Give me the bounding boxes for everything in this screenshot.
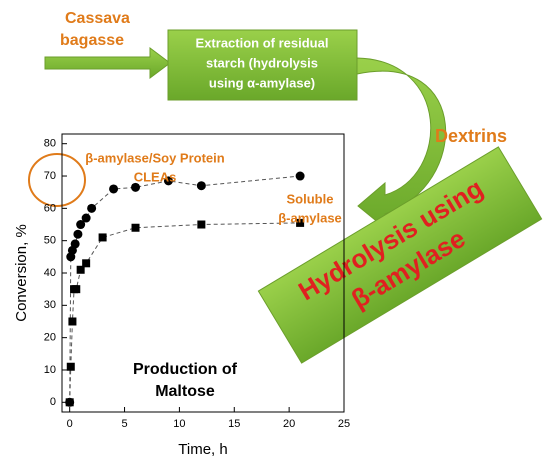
source-label: Cassava [65, 10, 130, 27]
point [295, 171, 305, 181]
point [76, 265, 85, 274]
x-tick-label: 10 [173, 418, 185, 430]
point [73, 229, 83, 239]
annotation: β-amylase/Soy Protein [85, 150, 224, 165]
source-label: bagasse [60, 32, 124, 49]
y-tick-label: 40 [44, 267, 56, 279]
x-tick-label: 20 [283, 418, 295, 430]
point [197, 220, 206, 229]
y-tick-label: 0 [50, 396, 56, 408]
step-label: starch (hydrolysis [206, 55, 318, 70]
point [131, 182, 141, 192]
point [66, 362, 75, 371]
process-box [167, 29, 358, 101]
step-label: using α-amylase) [209, 75, 315, 90]
point [296, 218, 305, 227]
y-tick-label: 80 [44, 138, 56, 150]
annotation: β-amylase [278, 210, 342, 225]
point [72, 285, 81, 294]
step-label: Extraction of residual [196, 35, 329, 50]
highlight-circle [28, 153, 86, 207]
point [98, 233, 107, 242]
arrow [44, 47, 171, 79]
annotation: Production of [133, 361, 238, 378]
y-tick-label: 10 [44, 364, 56, 376]
point [65, 398, 74, 407]
y-tick-label: 70 [44, 170, 56, 182]
intermediate-label: Dextrins [435, 126, 507, 146]
x-tick-label: 25 [338, 418, 350, 430]
point [131, 223, 140, 232]
hydrolysis-box [257, 146, 543, 364]
y-tick-label: 30 [44, 299, 56, 311]
point [68, 317, 77, 326]
point [87, 203, 97, 213]
point [76, 220, 86, 230]
y-tick-label: 60 [44, 202, 56, 214]
annotation: CLEAs [134, 169, 177, 184]
annotation: Soluble [287, 191, 334, 206]
point [82, 259, 91, 268]
y-tick-label: 50 [44, 235, 56, 247]
point [196, 181, 206, 191]
point [81, 213, 91, 223]
point [70, 239, 80, 249]
point [109, 184, 119, 194]
x-tick-label: 15 [228, 418, 240, 430]
point [163, 176, 173, 186]
y-tick-label: 20 [44, 332, 56, 344]
annotation: Maltose [155, 383, 215, 400]
x-tick-label: 0 [67, 418, 73, 430]
x-tick-label: 5 [121, 418, 127, 430]
x-axis-label: Time, h [178, 441, 227, 458]
y-axis-label: Conversion, % [13, 224, 30, 322]
